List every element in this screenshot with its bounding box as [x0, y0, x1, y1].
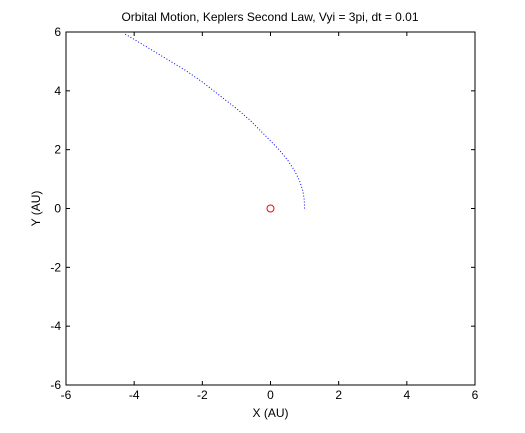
x-tick-label: -4 — [129, 388, 140, 402]
x-tick-label: 0 — [267, 388, 274, 402]
x-tick-label: -2 — [197, 388, 208, 402]
orbit-path-line — [123, 33, 306, 209]
y-tick-label: -6 — [50, 378, 61, 392]
y-tick-label: 6 — [54, 25, 61, 39]
x-tick-label: -6 — [61, 388, 72, 402]
y-tick-label: 4 — [54, 84, 61, 98]
chart-title: Orbital Motion, Keplers Second Law, Vyi … — [121, 10, 418, 24]
y-tick-label: 2 — [54, 143, 61, 157]
x-tick-label: 2 — [335, 388, 342, 402]
x-tick-label: 6 — [472, 388, 479, 402]
x-tick-label: 4 — [403, 388, 410, 402]
data-series — [123, 33, 306, 213]
y-tick-label: -2 — [50, 260, 61, 274]
x-axis-label: X (AU) — [253, 406, 289, 420]
y-tick-label: -4 — [50, 319, 61, 333]
axis-ticks: -6 -4 -2 0 2 4 6 -6 -4 -2 0 2 4 6 — [50, 25, 478, 402]
y-axis-label: Y (AU) — [29, 191, 43, 227]
y-tick-label: 0 — [54, 202, 61, 216]
sun-marker — [266, 204, 275, 213]
